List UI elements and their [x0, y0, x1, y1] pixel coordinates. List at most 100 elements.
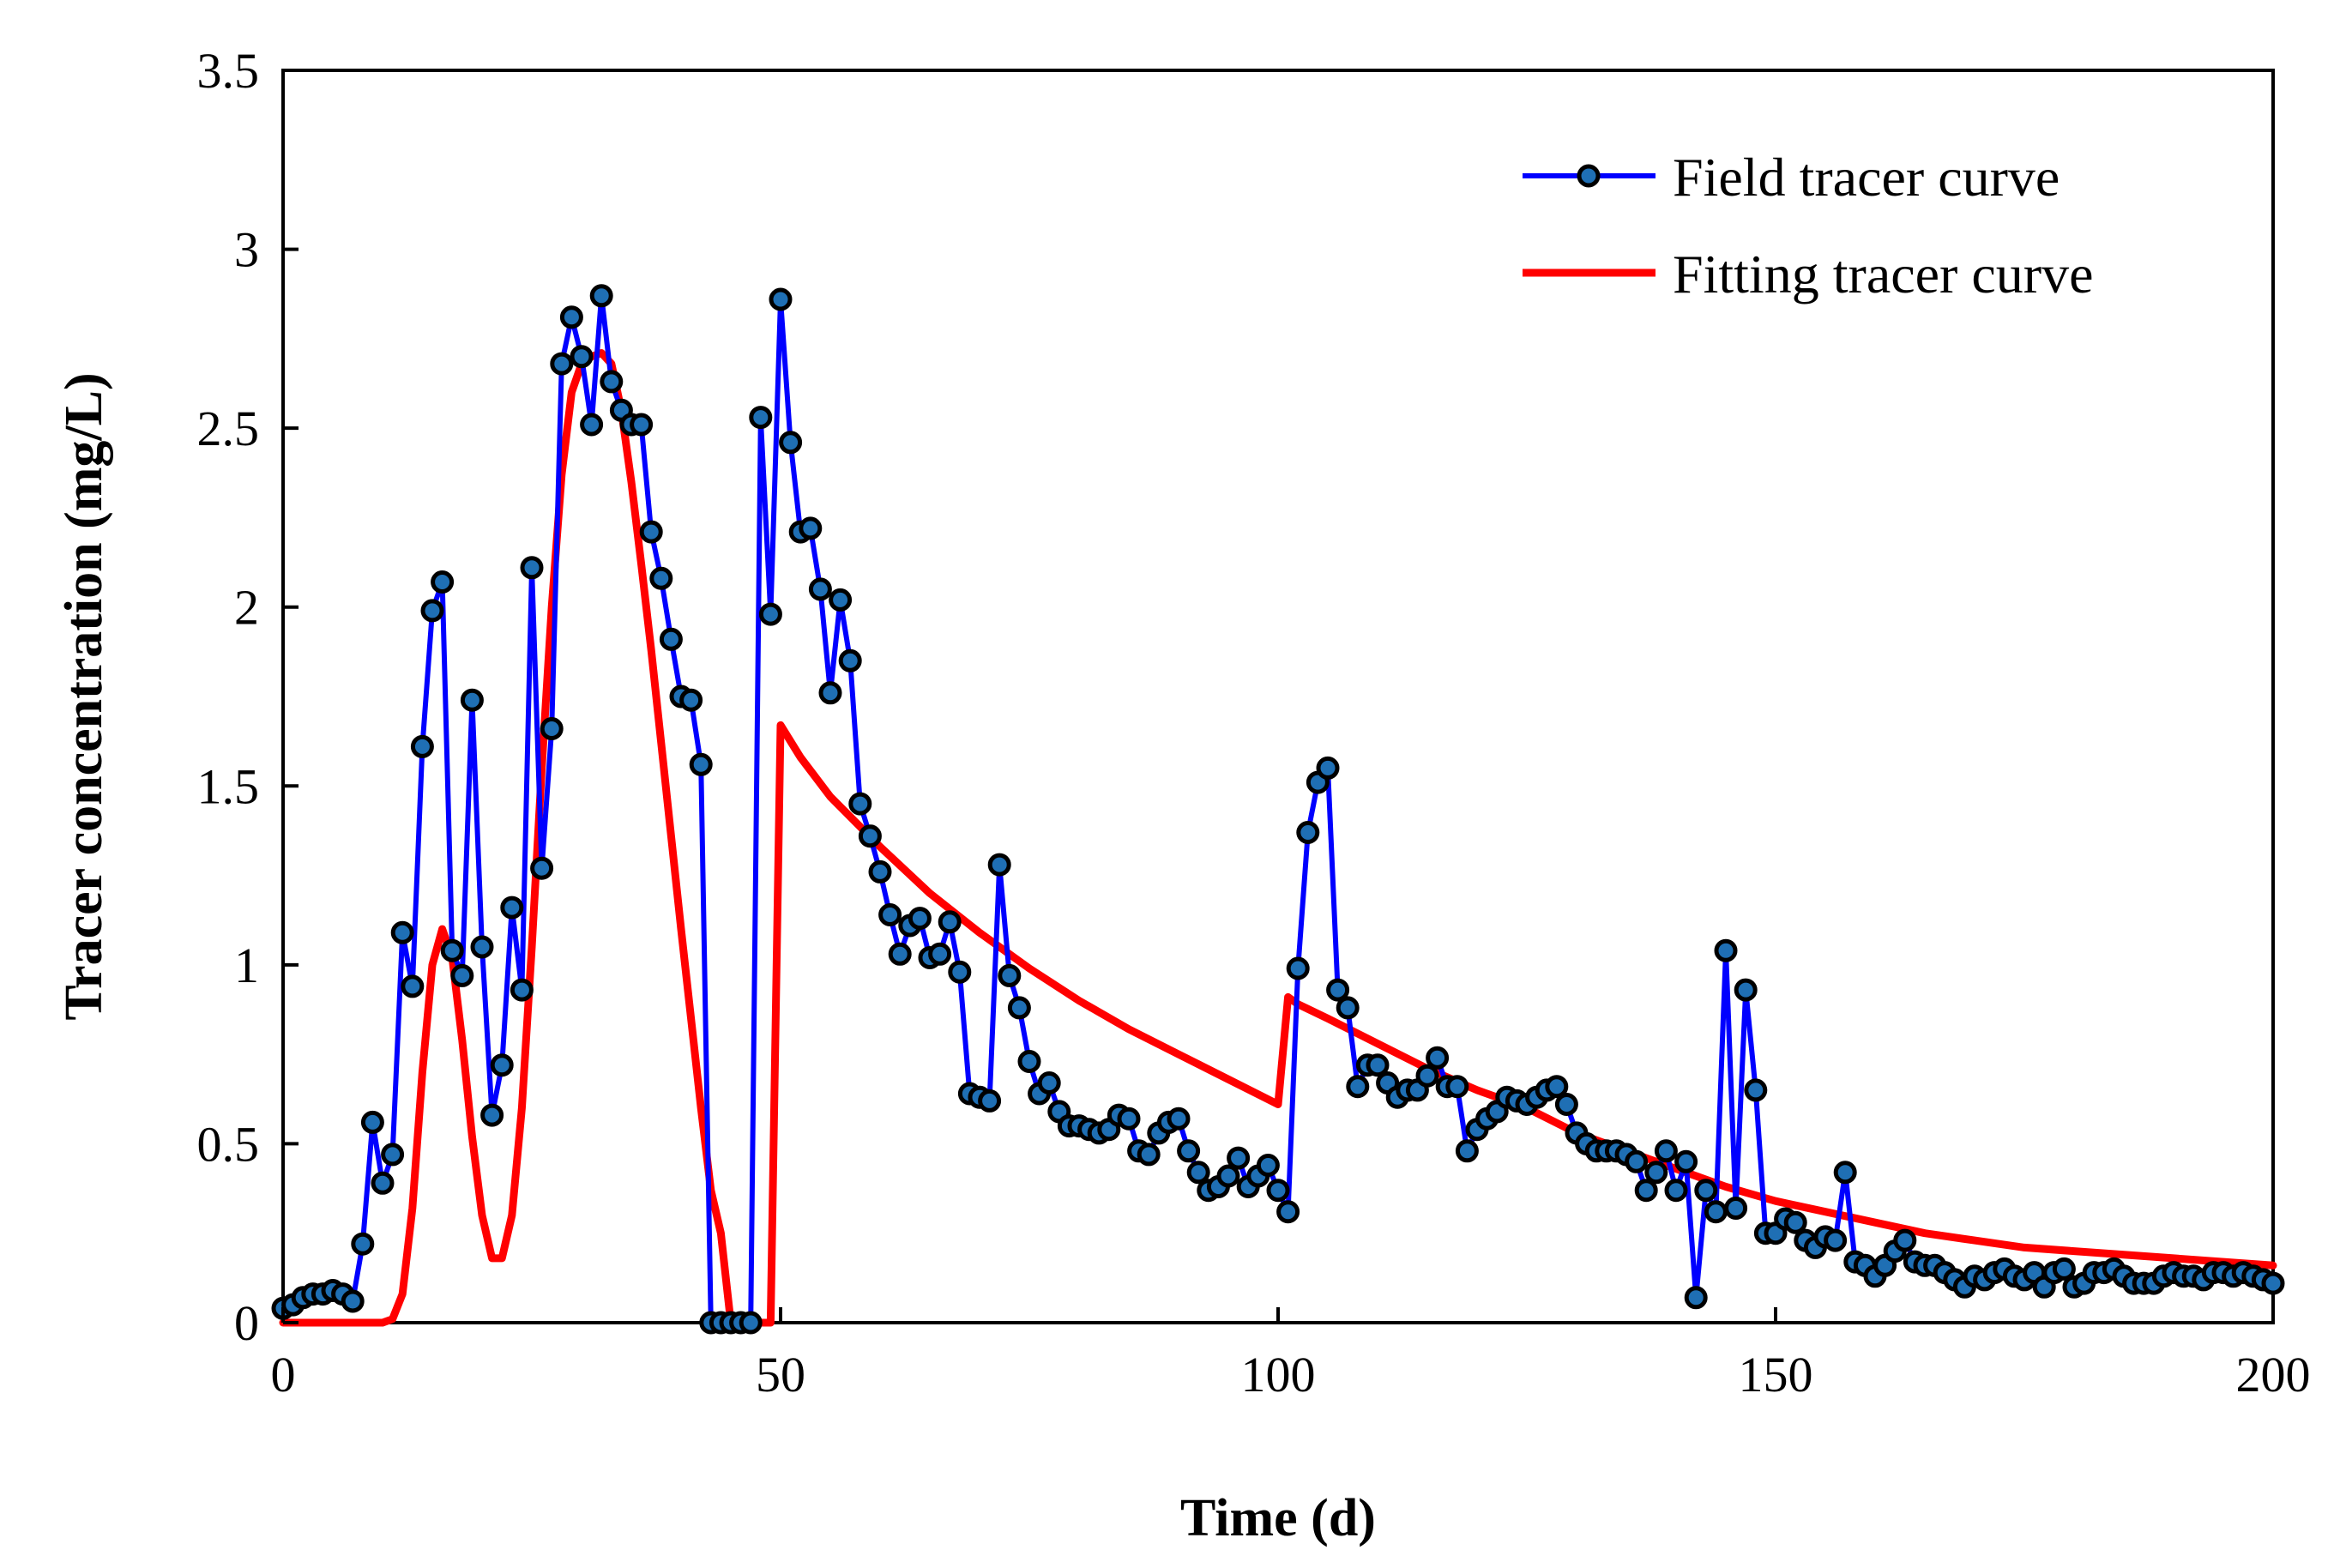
legend-field-label: Field tracer curve — [1673, 147, 2060, 208]
y-tick-label: 1.5 — [197, 758, 260, 814]
y-tick-label: 2.5 — [197, 401, 260, 456]
y-tick-label: 2 — [234, 580, 259, 636]
field-tracer-point — [1714, 938, 1738, 962]
field-tracer-point — [1017, 1050, 1041, 1073]
field-tracer-point — [341, 1289, 365, 1313]
field-tracer-point — [1326, 978, 1350, 1002]
field-tracer-point — [490, 1053, 514, 1077]
field-tracer-point — [1366, 1053, 1390, 1077]
field-tracer-point — [1824, 1228, 1848, 1252]
field-tracer-point — [1286, 956, 1310, 980]
field-tracer-point — [401, 974, 425, 998]
field-tracer-point — [838, 648, 862, 672]
field-tracer-point — [410, 734, 434, 758]
field-tracer-point — [500, 896, 524, 920]
field-tracer-point — [559, 305, 583, 329]
field-tracer-point — [829, 588, 853, 612]
field-tracer-point — [1554, 1093, 1578, 1116]
field-tracer-point — [1893, 1228, 1917, 1252]
field-tracer-point — [908, 907, 932, 931]
field-tracer-point — [480, 1103, 504, 1127]
field-tracer-point — [928, 942, 952, 966]
field-tracer-point — [1336, 996, 1360, 1020]
field-tracer-point — [948, 960, 972, 984]
field-tracer-point — [769, 287, 793, 311]
field-tracer-point — [1634, 1179, 1658, 1203]
field-tracer-point — [371, 1171, 395, 1195]
x-axis-title: Time (d) — [1180, 1489, 1376, 1547]
field-tracer-point — [1296, 821, 1320, 844]
field-tracer-point — [1734, 978, 1758, 1002]
field-tracer-point — [440, 938, 464, 962]
field-tracer-point — [739, 1311, 763, 1335]
field-tracer-point — [381, 1143, 405, 1167]
field-tracer-point — [1346, 1075, 1370, 1099]
field-tracer-point — [1684, 1286, 1708, 1310]
field-tracer-point — [649, 566, 673, 590]
field-tracer-point — [808, 577, 832, 601]
legend-field-marker — [1577, 164, 1601, 188]
x-tick-label: 200 — [2236, 1347, 2311, 1402]
field-tracer-point — [470, 935, 494, 959]
field-tracer-point — [530, 856, 554, 880]
field-tracer-point — [589, 284, 613, 308]
y-tick-label: 3.5 — [197, 43, 260, 99]
field-tracer-point — [1704, 1200, 1728, 1224]
field-tracer-point — [580, 413, 604, 437]
x-tick-label: 0 — [271, 1347, 296, 1402]
field-tracer-point — [510, 978, 534, 1002]
field-tracer-point — [987, 853, 1011, 877]
field-tracer-point — [460, 688, 484, 712]
field-tracer-point — [1783, 1210, 1807, 1234]
field-tracer-point — [799, 516, 823, 540]
field-tracer-point — [1833, 1161, 1857, 1185]
field-tracer-point — [420, 599, 444, 623]
field-tracer-point — [1674, 1149, 1698, 1173]
field-tracer-point — [1177, 1139, 1201, 1163]
y-tick-label: 1 — [234, 938, 259, 993]
field-tracer-point — [998, 963, 1022, 987]
field-tracer-point — [1654, 1139, 1678, 1163]
field-tracer-point — [848, 792, 872, 816]
y-axis-ticks: 0 0.5 1 1.5 2 2.5 3 3.5 — [197, 43, 299, 1351]
field-tracer-point — [1455, 1139, 1479, 1163]
field-tracer-point — [639, 520, 663, 544]
field-tracer-point — [1256, 1154, 1280, 1177]
legend-fit-label: Fitting tracer curve — [1673, 244, 2093, 305]
y-axis-title: Tracer concentration (mg/L) — [55, 372, 113, 1020]
field-tracer-point — [1266, 1179, 1290, 1203]
field-tracer-point — [679, 688, 703, 712]
field-tracer-point — [1186, 1161, 1210, 1185]
field-tracer-point — [888, 942, 912, 966]
field-tracer-point — [2052, 1257, 2076, 1281]
field-tracer-point — [630, 413, 654, 437]
field-tracer-point — [1117, 1107, 1141, 1131]
y-tick-label: 3 — [234, 222, 259, 278]
field-tracer-point — [1137, 1143, 1161, 1167]
field-tracer-point — [1227, 1146, 1251, 1170]
field-tracer-point — [351, 1232, 375, 1256]
field-tracer-point — [858, 824, 882, 848]
field-tracer-point — [1664, 1179, 1688, 1203]
field-tracer-point — [1545, 1075, 1569, 1099]
field-tracer-point — [878, 903, 902, 926]
field-tracer-point — [1644, 1161, 1668, 1185]
legend: Field tracer curve Fitting tracer curve — [1523, 147, 2093, 305]
x-axis-ticks: 0 50 100 150 200 — [271, 1307, 2311, 1402]
field-tracer-point — [2261, 1271, 2285, 1295]
field-tracer-point — [818, 681, 842, 705]
y-tick-label: 0 — [234, 1295, 259, 1351]
y-tick-label: 0.5 — [197, 1116, 260, 1172]
field-tracer-point — [659, 627, 683, 651]
field-tracer-point — [431, 570, 455, 594]
field-tracer-point — [1316, 756, 1340, 780]
x-tick-label: 150 — [1739, 1347, 1813, 1402]
field-tracer-point — [689, 752, 713, 776]
x-tick-label: 50 — [756, 1347, 805, 1402]
field-tracer-point — [1694, 1179, 1718, 1203]
field-tracer-point — [570, 345, 594, 369]
field-tracer-curve-series — [271, 284, 2285, 1335]
field-tracer-point — [1276, 1200, 1300, 1224]
field-tracer-point — [520, 556, 544, 580]
